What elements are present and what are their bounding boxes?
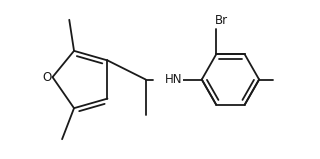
Text: O: O bbox=[42, 71, 51, 84]
Text: Br: Br bbox=[215, 14, 228, 27]
Text: HN: HN bbox=[164, 73, 182, 86]
